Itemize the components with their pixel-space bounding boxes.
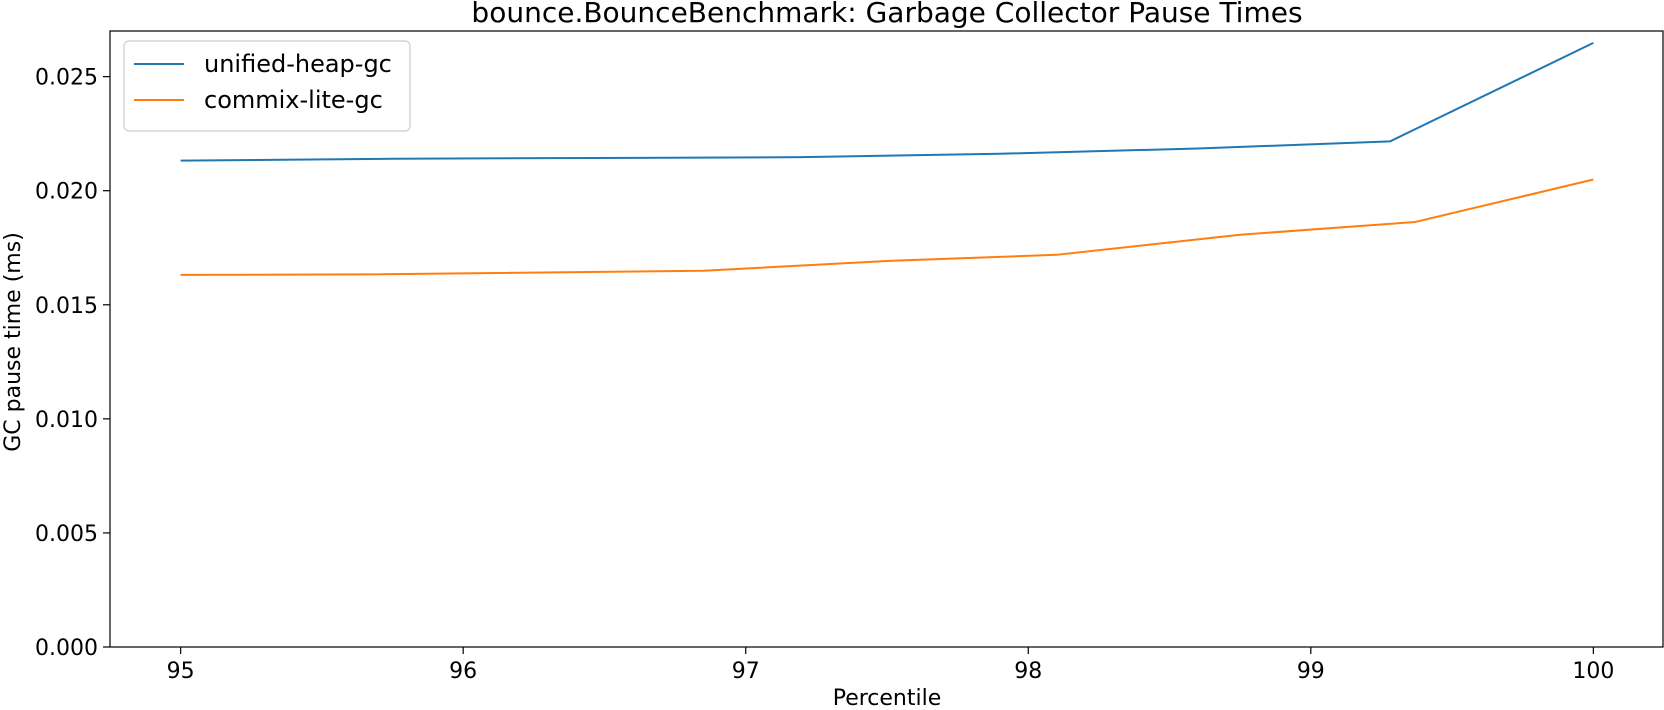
axes-frame	[109, 30, 1664, 648]
legend-label-1: commix-lite-gc	[204, 86, 383, 114]
legend: unified-heap-gc commix-lite-gc	[123, 40, 411, 132]
legend-label-0: unified-heap-gc	[204, 50, 392, 78]
y-tick-label: 0.010	[35, 408, 98, 433]
y-tick-label: 0.025	[35, 66, 98, 91]
y-tick-label: 0.015	[35, 294, 98, 319]
x-tick-label: 99	[1297, 659, 1325, 684]
y-axis-label: GC pause time (ms)	[1, 232, 26, 452]
x-tick-label: 100	[1572, 659, 1614, 684]
y-tick-label: 0.020	[35, 180, 98, 205]
x-tick-label: 98	[1014, 659, 1042, 684]
x-axis-label: Percentile	[833, 686, 942, 710]
series-line-0	[180, 41, 1594, 162]
x-tick-label: 97	[732, 659, 760, 684]
legend-box	[123, 40, 411, 132]
chart-title: bounce.BounceBenchmark: Garbage Collecto…	[471, 0, 1302, 29]
plot-area: 95 96 97 98 99 100 0.000 0.005 0.010 0.015 0.020 0.…	[35, 30, 1664, 684]
series-line-1	[180, 178, 1594, 276]
y-tick-label: 0.005	[35, 522, 98, 547]
x-tick-label: 96	[449, 659, 477, 684]
y-tick-label: 0.000	[35, 636, 98, 661]
x-tick-label: 95	[167, 659, 195, 684]
